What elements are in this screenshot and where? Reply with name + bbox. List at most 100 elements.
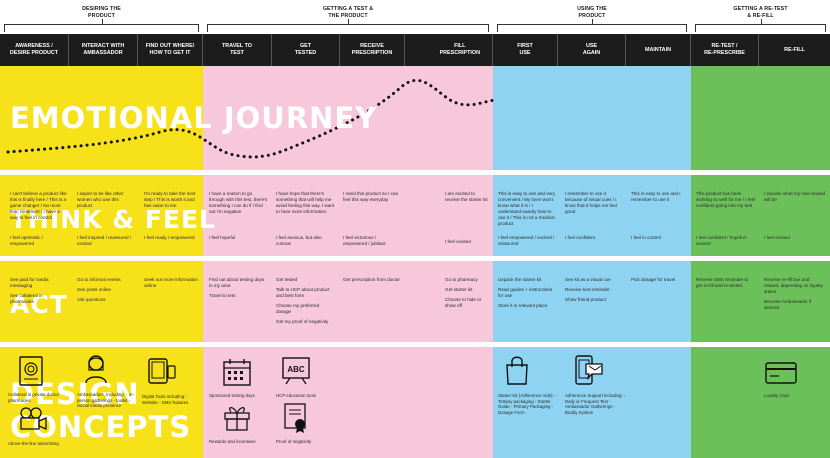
feel-cell: I feel inspired / reassured / excited — [77, 235, 135, 247]
column-test — [203, 66, 493, 458]
think-cell: I remember to use it because of visual c… — [565, 191, 623, 215]
act-item: Seek out more information online — [144, 277, 198, 288]
feel-cell: I feel excited — [764, 235, 826, 241]
feel-cell: I feel confident / hopeful / excited — [696, 235, 756, 247]
think-text: I can't believe a product like this is f… — [10, 191, 67, 220]
row-title-think: THINK & FEEL — [10, 205, 216, 234]
act-item: Unpack the starter kit — [498, 277, 542, 282]
act-item: Store it in relevant place — [498, 303, 548, 308]
concept-caption: Adherence Support including: - Daily or … — [565, 393, 626, 415]
act-cell: Find out about testing days in my area T… — [209, 277, 267, 299]
concept-caption: Loyalty Card — [764, 393, 789, 398]
calendar-icon — [223, 358, 251, 386]
phase-bracket — [207, 19, 489, 32]
act-item: See posts online — [77, 287, 111, 292]
act-cell: Pick dosage for travel — [631, 277, 689, 283]
think-cell: This is easy to use and very convenient … — [498, 191, 556, 227]
certificate-icon — [283, 403, 309, 433]
phase-bracket — [695, 19, 826, 32]
film-icon — [18, 407, 48, 431]
think-text: I aspire to be like other women who use … — [77, 191, 124, 208]
feel-cell: I feel empowered / excited / reassured — [498, 235, 556, 247]
row-divider — [0, 342, 830, 347]
act-item: Get my proof of negativity — [276, 319, 329, 324]
phone-message-icon — [574, 355, 604, 385]
column-retest — [691, 66, 830, 458]
think-cell: I have a reason to go through with this … — [209, 191, 269, 215]
stage-retest: RE-TEST / RE-PRESCRIBE — [691, 34, 759, 66]
feel-cell: I feel hopeful — [209, 235, 269, 241]
act-cell: See kit as a visual cue Receive text rem… — [565, 277, 623, 303]
act-item: Pick dosage for travel — [631, 277, 676, 282]
column-using — [493, 66, 691, 458]
act-item: See collateral in pharmacies — [10, 293, 43, 304]
feel-cell: I feel in control — [631, 235, 689, 241]
feel-cell: I feel excited — [445, 239, 489, 245]
act-cell: Unpack the starter kit Read guides + ins… — [498, 277, 556, 309]
feel-text: I feel confident / hopeful / excited — [696, 235, 748, 246]
act-cell: Go to informal events See posts online A… — [77, 277, 135, 303]
phase-label: USING THE PRODUCT — [577, 6, 607, 19]
stage-fill-prescription: FILL PRESCRIPTION — [405, 34, 493, 66]
concept-caption: Ambassadors, including: - In-person gath… — [77, 392, 134, 409]
act-item: Ask questions — [77, 297, 106, 302]
phase-bracket — [4, 19, 199, 32]
act-item: Become Ambassador if desired — [764, 299, 812, 310]
think-cell: This is easy to use and I remember to us… — [631, 191, 689, 203]
act-item: Receive text reminder — [565, 287, 610, 292]
concept-caption: Collateral in private doctor pharmacies — [8, 392, 60, 403]
feel-cell: I feel confident — [565, 235, 623, 241]
magazine-icon — [18, 356, 44, 386]
feel-cell: I feel optimistic / empowered — [10, 235, 68, 247]
feel-text: I feel optimistic / empowered — [10, 235, 43, 246]
act-item: Choose to hide or show off — [445, 297, 482, 308]
feel-text: I feel excited — [445, 239, 471, 244]
act-cell: See paid for media messaging See collate… — [10, 277, 66, 305]
act-item: Get prescription from doctor — [343, 277, 400, 282]
stage-refill: RE-FILL — [784, 46, 805, 53]
card-icon — [765, 362, 797, 384]
emotional-journey-curve — [6, 78, 497, 159]
phase-label: GETTING A TEST & THE PRODUCT — [322, 6, 374, 19]
stage-bar: AWARENESS / DESIRE PRODUCT INTERACT WITH… — [0, 34, 830, 66]
stage-awareness: AWARENESS / DESIRE PRODUCT — [0, 34, 69, 66]
concept-caption: Above-the-line advertising — [8, 441, 59, 446]
act-item: Travel to test — [209, 293, 236, 298]
act-item: Find out about testing days in my area — [209, 277, 265, 288]
think-cell: I have hope that there's something that … — [276, 191, 336, 215]
concept-caption: Starter Kit (Adherence Aids): - Tertiary… — [498, 393, 557, 415]
phase-desiring: DESIRING THE PRODUCT — [0, 0, 203, 34]
think-text: I wonder what my new reward will be — [764, 191, 826, 202]
act-cell: Get tested Talk to HCP about product and… — [276, 277, 334, 325]
phase-using: USING THE PRODUCT — [493, 0, 691, 34]
think-cell: I need this product so I can feel this w… — [343, 191, 401, 203]
phase-test: GETTING A TEST & THE PRODUCT — [203, 0, 493, 34]
feel-cell: I feel anxious, but also curious — [276, 235, 336, 247]
act-item: Go to pharmacy — [445, 277, 478, 282]
think-cell: I wonder what my new reward will be — [764, 191, 826, 203]
think-text: I remember to use it because of visual c… — [565, 191, 617, 214]
think-text: I'm ready to take the next step / This i… — [144, 191, 196, 208]
feel-text: I feel victorious / empowered / jubilant — [343, 235, 386, 246]
stage-get-tested: GET TESTED — [272, 34, 340, 66]
think-text: I need this product so I can feel this w… — [343, 191, 399, 202]
feel-text: I feel excited — [764, 235, 790, 240]
act-item: Read guides + instructions for use — [498, 287, 553, 298]
act-cell: Go to pharmacy Get starter kit Choose to… — [445, 277, 489, 309]
act-item: Get starter kit — [445, 287, 473, 292]
act-item: Receive re-fill box and reward, dependin… — [764, 277, 823, 294]
act-cell: Seek out more information online — [144, 277, 200, 289]
think-cell: I aspire to be like other women who use … — [77, 191, 135, 209]
think-text: This product has been working so well fo… — [696, 191, 756, 208]
phase-bracket — [497, 19, 687, 32]
row-divider — [0, 256, 830, 261]
feel-text: I feel anxious, but also curious — [276, 235, 322, 246]
feel-text: I feel hopeful — [209, 235, 236, 240]
act-item: See paid for media messaging — [10, 277, 49, 288]
think-text: I have a reason to go through with this … — [209, 191, 268, 214]
concept-caption: HCP education tools — [276, 393, 316, 398]
phase-label: GETTING A RE-TEST & RE-FILL — [733, 6, 788, 19]
think-text: This is easy to use and I remember to us… — [631, 191, 681, 202]
ambassador-icon — [84, 354, 108, 384]
act-item: Talk to HCP about product and best form — [276, 287, 330, 298]
